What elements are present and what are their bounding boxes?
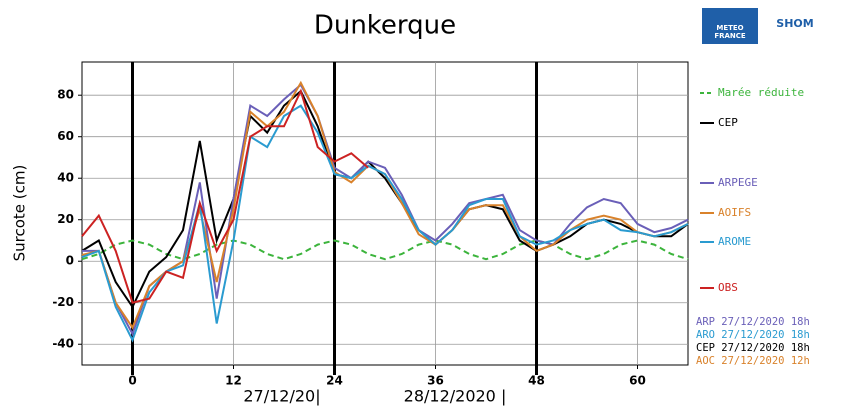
series-line bbox=[81, 104, 689, 343]
logo-text: FRANCE bbox=[714, 32, 746, 40]
series-line bbox=[81, 239, 689, 261]
series-line bbox=[81, 80, 689, 330]
x-tick-label: 36 bbox=[427, 374, 444, 388]
y-tick-label: 80 bbox=[57, 88, 74, 102]
legend-label: OBS bbox=[718, 281, 738, 294]
series-line bbox=[82, 83, 689, 337]
plot-area bbox=[81, 61, 689, 366]
legend-label: AOIFS bbox=[718, 206, 751, 219]
y-axis-label: Surcote (cm) bbox=[11, 165, 29, 262]
legend-label: CEP bbox=[718, 116, 738, 129]
run-info: CEP 27/12/2020 18h bbox=[696, 342, 810, 354]
date-label: 28/12/2020 | bbox=[404, 387, 507, 406]
run-info: ARP 27/12/2020 18h bbox=[696, 316, 810, 328]
x-tick-label: 48 bbox=[528, 374, 545, 388]
legend-label: ARPEGE bbox=[718, 176, 758, 189]
run-info: AOC 27/12/2020 12h bbox=[696, 355, 810, 367]
x-tick-label: 60 bbox=[629, 374, 646, 388]
x-tick-label: 0 bbox=[128, 374, 136, 388]
logo-text: METEO bbox=[716, 24, 743, 32]
legend-label: Marée réduite bbox=[718, 86, 804, 99]
y-tick-label: 40 bbox=[57, 171, 74, 185]
date-label: 27/12/20| bbox=[243, 387, 320, 406]
legend-label: AROME bbox=[718, 235, 751, 248]
chart-title: Dunkerque bbox=[314, 11, 456, 41]
y-tick-label: 60 bbox=[57, 129, 74, 143]
logo-text: SHOM bbox=[776, 17, 813, 30]
y-tick-label: 20 bbox=[57, 212, 74, 226]
y-tick-label: 0 bbox=[66, 254, 74, 268]
series-line bbox=[81, 88, 369, 304]
y-tick-label: -40 bbox=[52, 337, 74, 351]
logo-box bbox=[702, 8, 758, 44]
run-info: ARO 27/12/2020 18h bbox=[696, 329, 810, 341]
x-tick-label: 12 bbox=[225, 374, 242, 388]
y-tick-label: -20 bbox=[52, 295, 74, 309]
x-tick-label: 24 bbox=[326, 374, 343, 388]
